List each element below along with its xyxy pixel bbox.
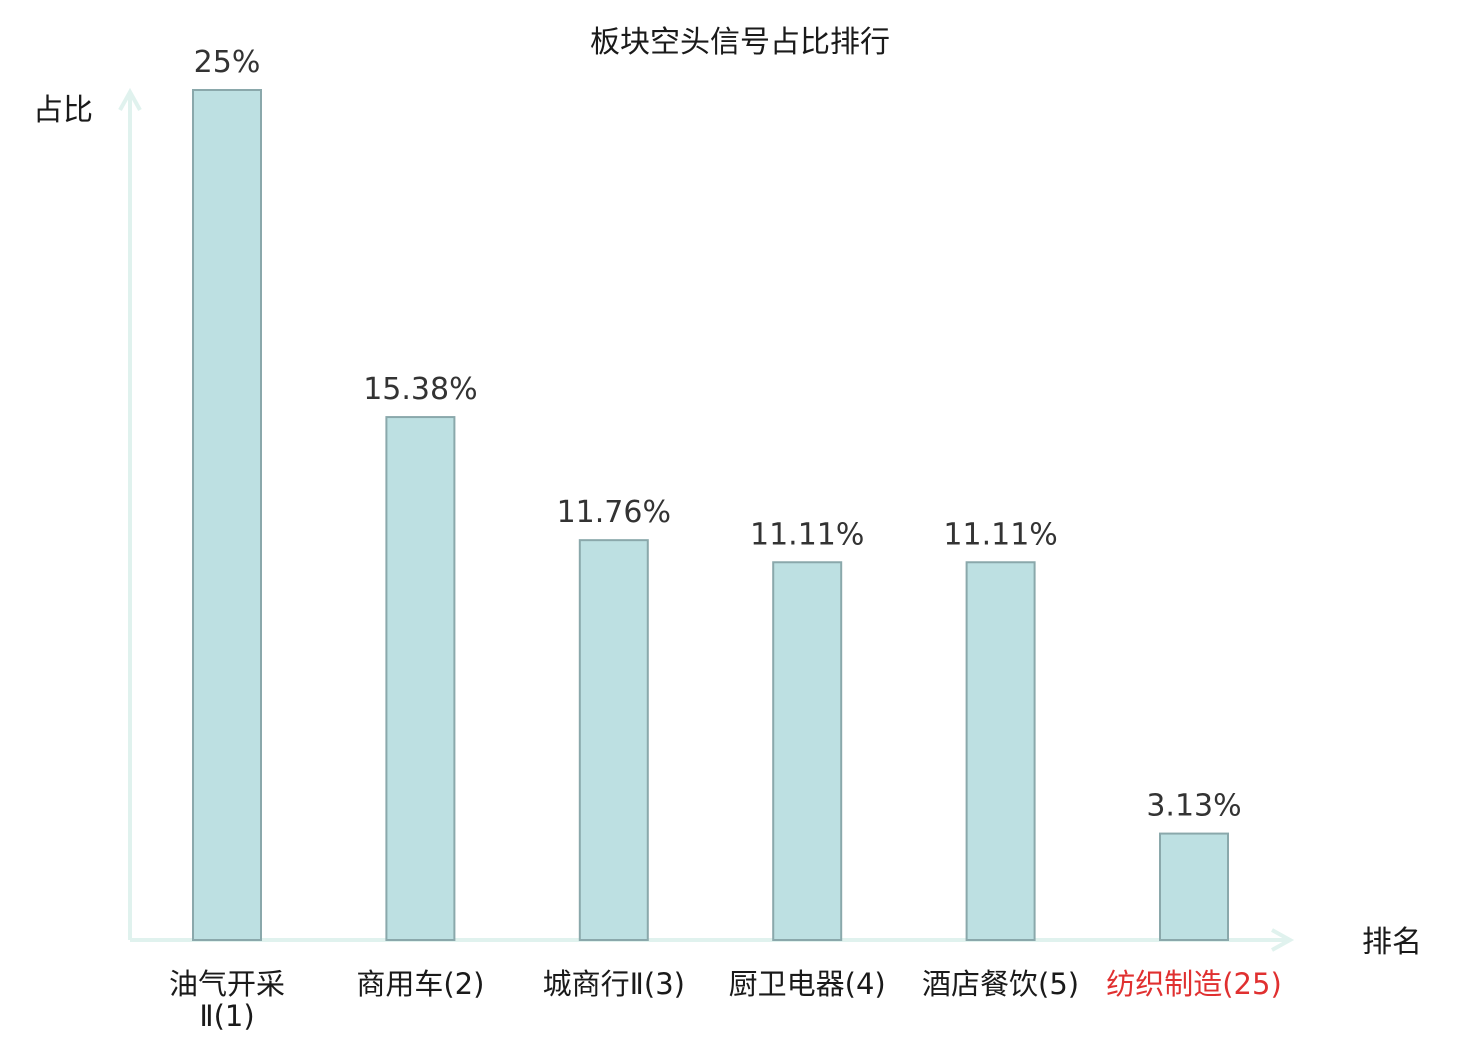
data-label: 25% bbox=[194, 45, 261, 80]
x-tick-label: 酒店餐饮(5) bbox=[922, 967, 1079, 1001]
x-tick-label: Ⅱ(1) bbox=[199, 999, 254, 1033]
x-tick-label: 厨卫电器(4) bbox=[729, 967, 886, 1001]
bar bbox=[192, 89, 262, 941]
x-tick-label: 纺织制造(25) bbox=[1106, 967, 1282, 1001]
bar bbox=[965, 561, 1036, 941]
data-label: 11.76% bbox=[557, 495, 671, 530]
x-tick-label: 油气开采 bbox=[169, 967, 285, 1001]
x-axis-label: 排名 bbox=[1362, 925, 1422, 960]
y-axis-arrow bbox=[118, 87, 142, 111]
value-labels-group: 25% 15.38% 11.76% 11.11% 11.11% 3.13% bbox=[194, 45, 1242, 824]
bar bbox=[385, 416, 456, 941]
chart-title: 板块空头信号占比排行 bbox=[590, 25, 890, 60]
data-label: 11.11% bbox=[750, 517, 864, 552]
x-tick-label: 城商行Ⅱ(3) bbox=[543, 967, 685, 1001]
x-tick-label: 商用车(2) bbox=[356, 967, 484, 1001]
bar bbox=[1159, 832, 1229, 942]
x-axis-arrow bbox=[1271, 928, 1295, 952]
bars-group bbox=[192, 89, 1229, 942]
bar bbox=[578, 539, 649, 941]
data-label: 3.13% bbox=[1146, 789, 1241, 824]
y-axis-label: 占比 bbox=[33, 93, 93, 128]
data-label: 11.11% bbox=[943, 517, 1057, 552]
axes bbox=[118, 87, 1295, 952]
bar bbox=[772, 561, 843, 941]
data-label: 15.38% bbox=[363, 372, 477, 407]
